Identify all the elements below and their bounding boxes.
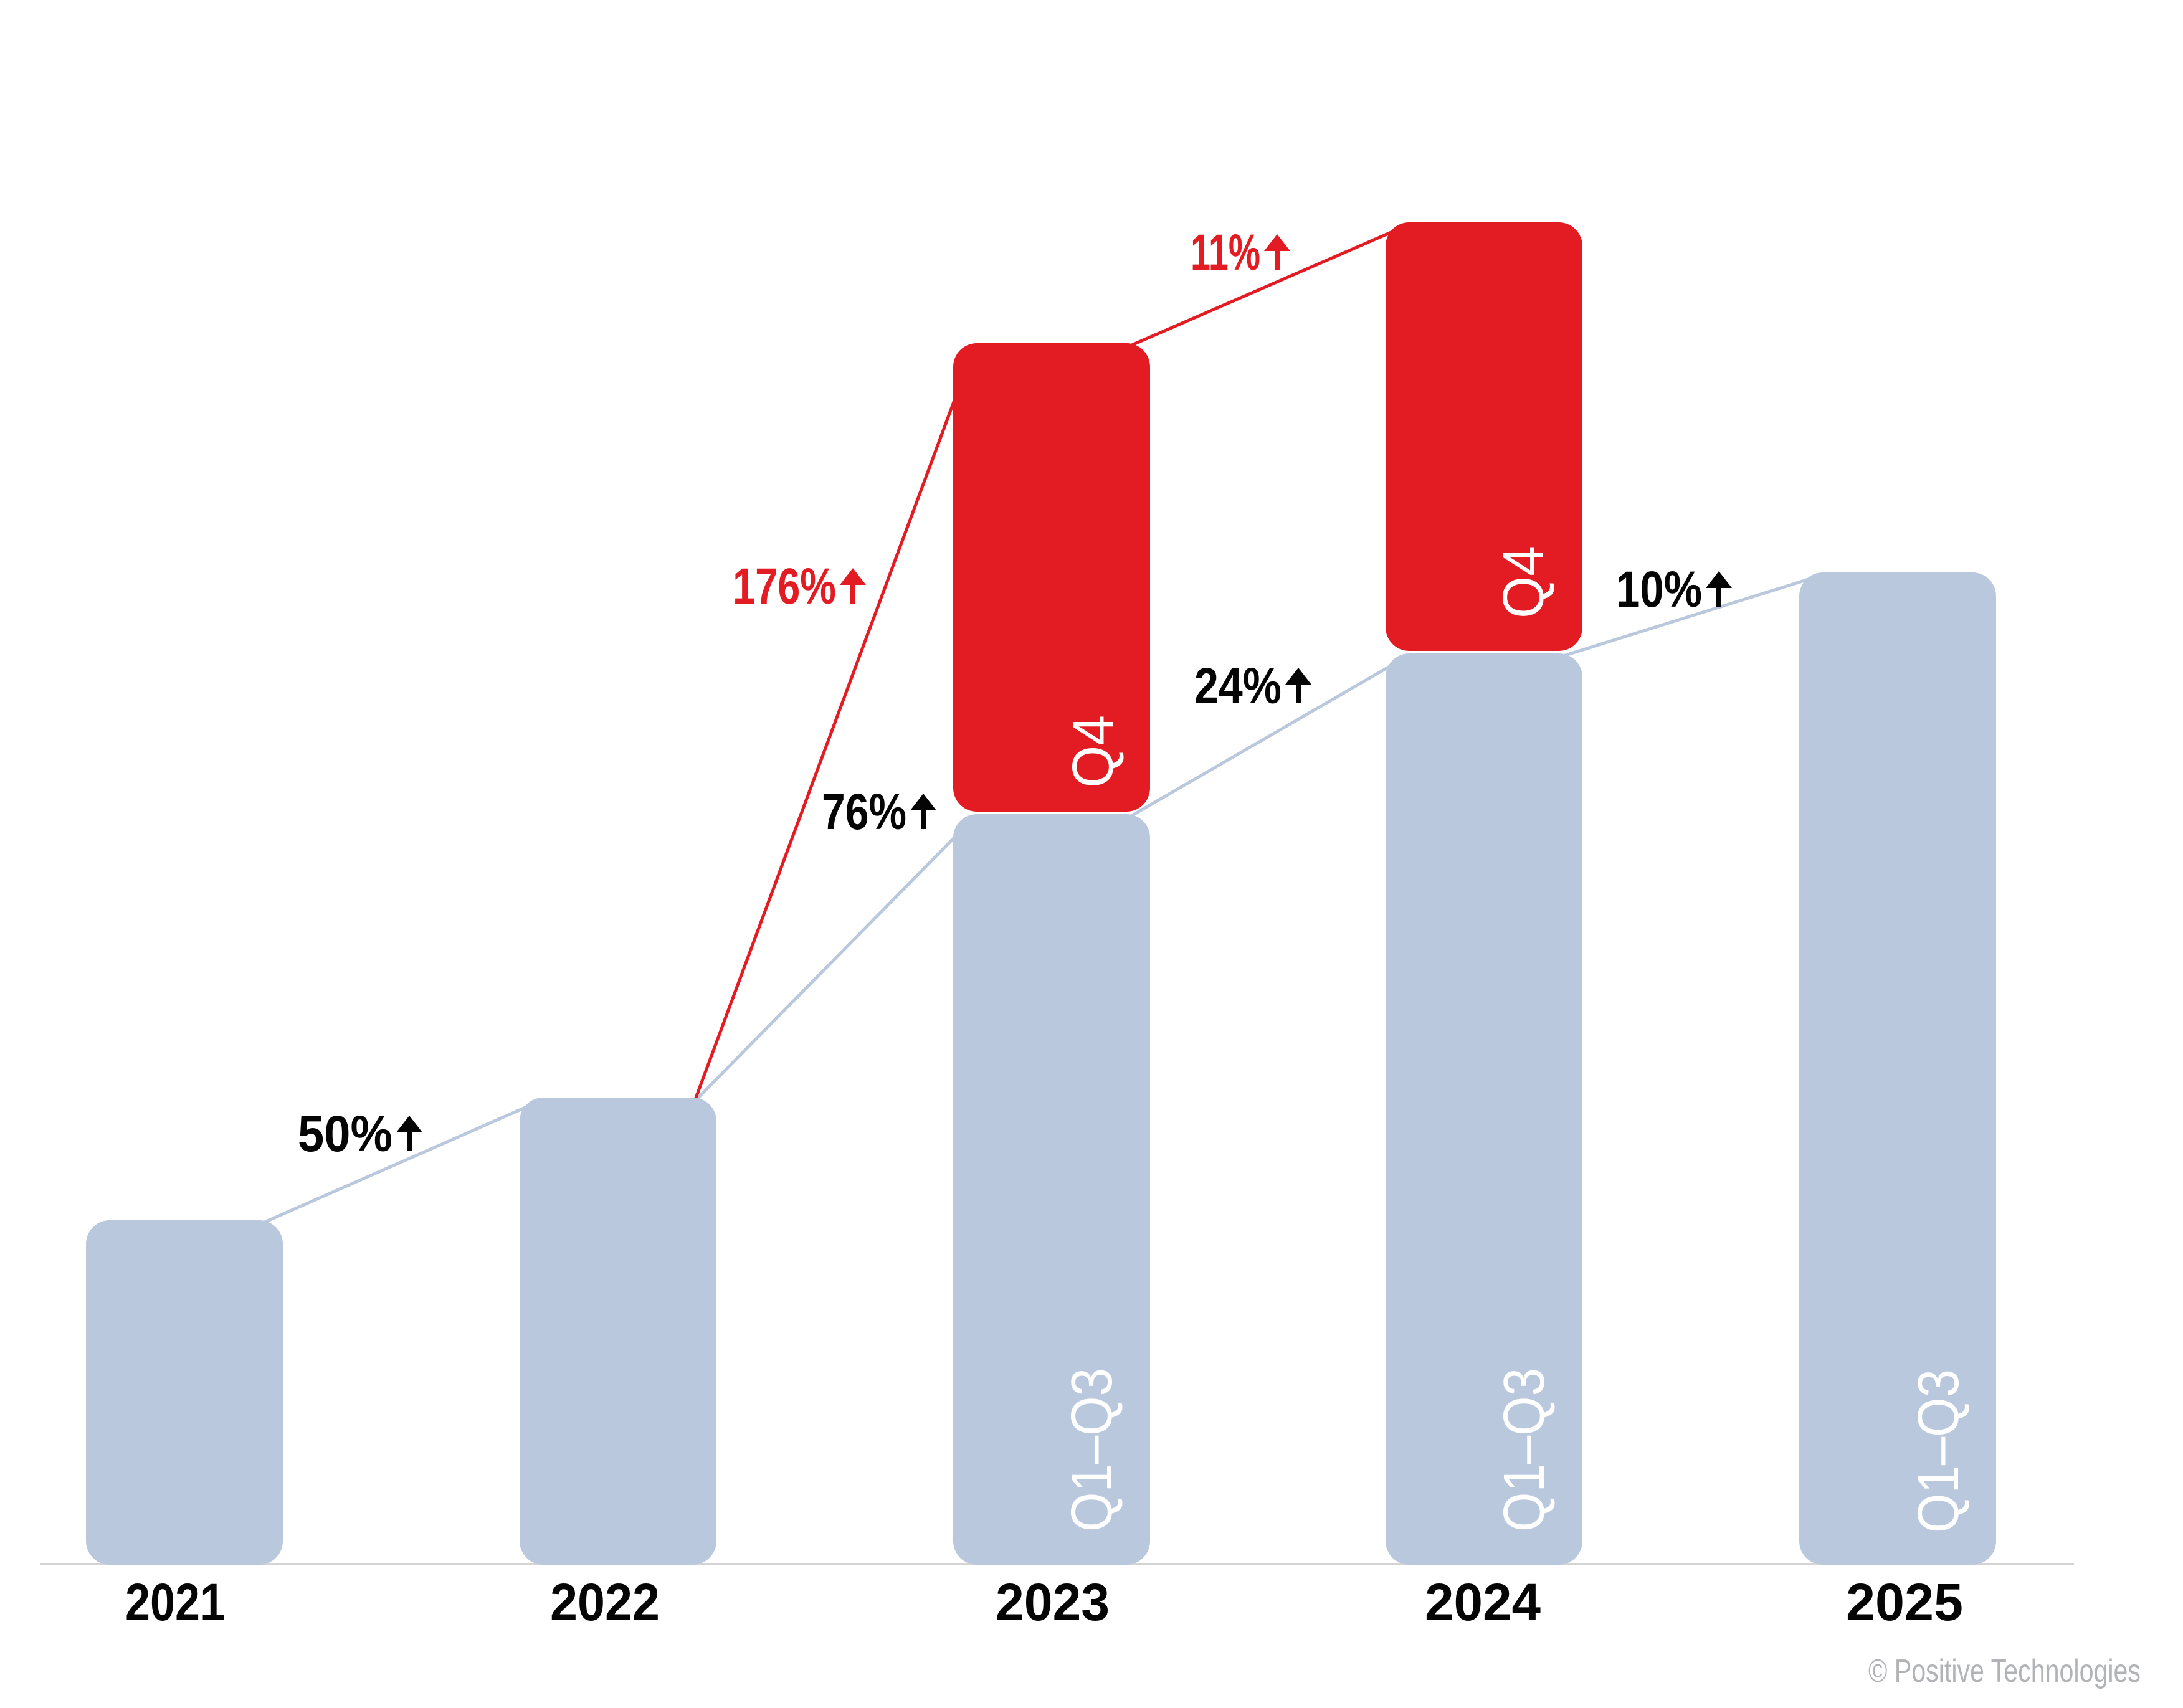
svg-text:Q4: Q4	[1060, 715, 1125, 788]
svg-text:2022: 2022	[550, 1573, 660, 1631]
svg-text:Q1–Q3: Q1–Q3	[1906, 1369, 1971, 1533]
svg-text:2023: 2023	[996, 1573, 1110, 1631]
svg-text:2021: 2021	[125, 1573, 225, 1631]
svg-text:76%: 76%	[822, 784, 906, 840]
svg-text:2025: 2025	[1846, 1573, 1963, 1631]
svg-text:2024: 2024	[1425, 1573, 1541, 1631]
svg-text:Q1–Q3: Q1–Q3	[1491, 1368, 1556, 1532]
svg-text:Q4: Q4	[1491, 546, 1556, 619]
svg-text:50%: 50%	[298, 1106, 392, 1162]
svg-text:24%: 24%	[1194, 658, 1282, 714]
svg-text:10%: 10%	[1616, 561, 1702, 618]
svg-text:11%: 11%	[1191, 224, 1260, 281]
svg-text:© Positive Technologies: © Positive Technologies	[1868, 1653, 2141, 1689]
svg-text:176%: 176%	[733, 558, 836, 615]
svg-text:Q1–Q3: Q1–Q3	[1059, 1368, 1124, 1532]
